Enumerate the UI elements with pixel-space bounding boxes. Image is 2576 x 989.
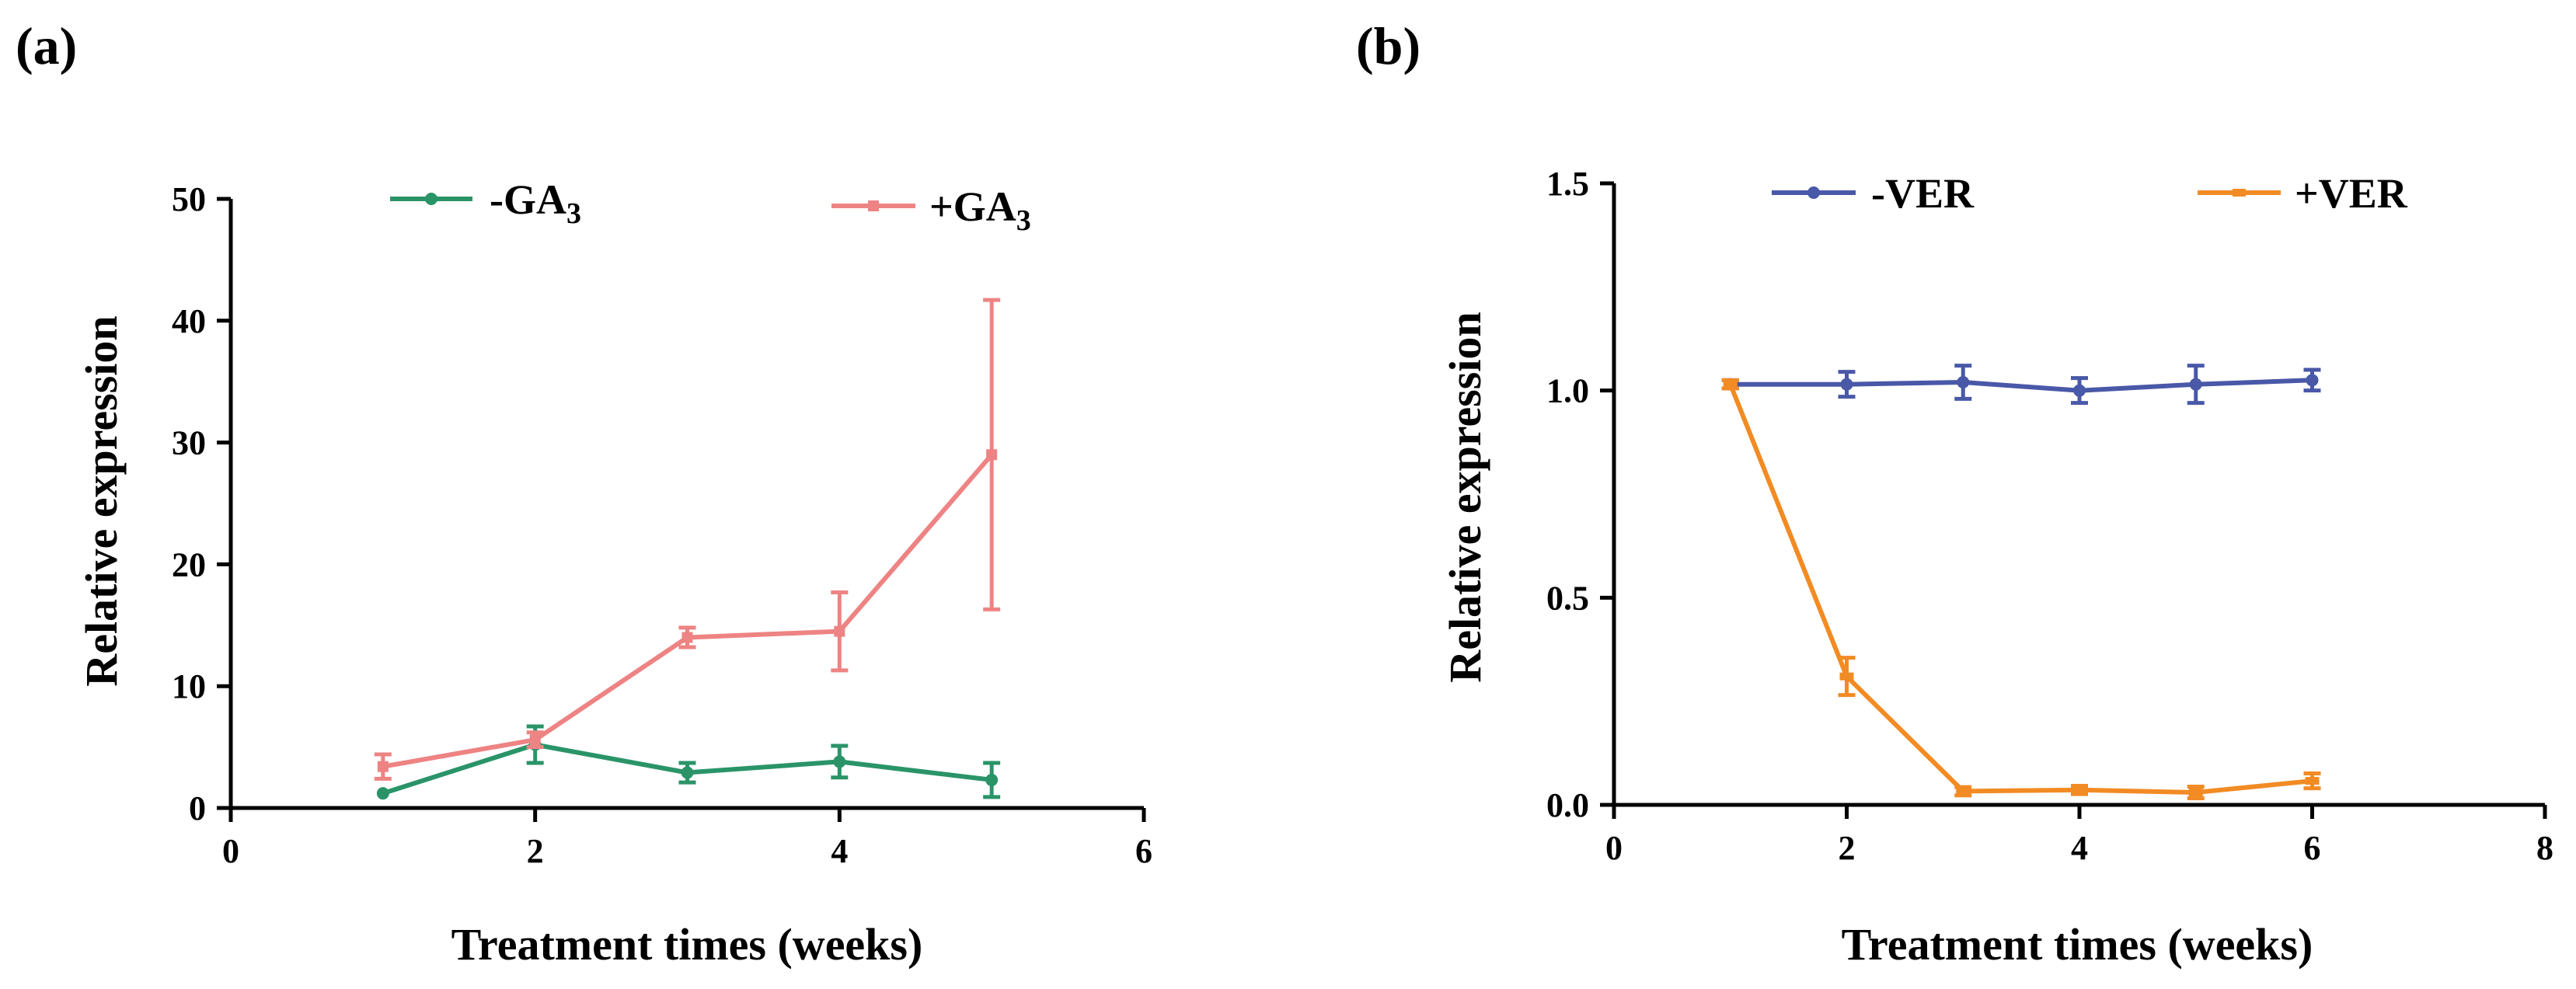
data-point [1840, 378, 1853, 391]
panel-a-ytick-label: 40 [172, 302, 206, 340]
panel-a-xtick-label: 6 [1135, 832, 1152, 870]
panel-a-xtick-label: 2 [527, 832, 544, 870]
series-minus-ver [1721, 364, 2321, 406]
panel-b-xtick-label: 4 [2071, 829, 2088, 867]
legend-label-plus-ga3: +GA3 [929, 183, 1031, 237]
series-plusminus-ga3 [374, 298, 1001, 781]
panel-a: (a) Relative expression Treatment times … [16, 16, 1152, 970]
panel-b-xtick-label: 0 [1605, 829, 1623, 867]
panel-b-ticks: 0 2 4 6 8 0.0 0.5 1.0 1.5 [1546, 165, 2553, 867]
panel-a-series [374, 298, 1001, 800]
data-point [681, 766, 694, 779]
panel-a-ytick-label: 20 [172, 545, 206, 583]
panel-b-ylabel: Relative expression [1440, 312, 1490, 682]
data-point [2305, 777, 2320, 785]
data-point [376, 787, 389, 800]
panel-b-xtick-label: 8 [2536, 829, 2553, 867]
panel-b-legend: -VER +VER [1772, 170, 2408, 217]
legend-marker-minus-ver [1807, 186, 1820, 199]
panel-b-ytick-label: 0.5 [1546, 579, 1589, 617]
data-point [1723, 380, 1738, 388]
panel-a-ytick-label: 30 [172, 424, 206, 462]
panel-b: (b) Relative expression Treatment times … [1356, 16, 2553, 970]
panel-b-xtick-label: 2 [1839, 829, 1856, 867]
data-point [1839, 672, 1854, 681]
legend-label-plus-ver: +VER [2295, 170, 2408, 217]
panel-b-xtick-label: 6 [2304, 829, 2321, 867]
data-point [2073, 384, 2086, 397]
panel-a-xtick-label: 4 [831, 832, 848, 870]
data-point [986, 449, 998, 461]
panel-a-legend: -GA3 +GA3 [390, 176, 1031, 237]
series-plusminus-ver [1721, 378, 2321, 800]
legend-label-minus-ga3: -GA3 [490, 176, 581, 230]
panel-b-xlabel: Treatment times (weeks) [1842, 919, 2313, 970]
data-point [1957, 376, 1970, 388]
series-line-plusminus-ga3 [382, 453, 994, 769]
panel-a-ytick-label: 50 [172, 180, 206, 218]
data-point [2072, 785, 2086, 794]
panel-a-xtick-label: 0 [222, 832, 239, 870]
data-point [985, 773, 999, 786]
panel-b-ytick-label: 0.0 [1546, 786, 1589, 824]
data-point [2189, 378, 2202, 391]
data-point [833, 755, 846, 768]
panel-b-ytick-label: 1.5 [1546, 165, 1589, 203]
panel-a-ylabel: Relative expression [76, 315, 127, 686]
data-point [681, 632, 693, 643]
series-line-minus-ver [1730, 378, 2313, 393]
panel-a-ticks: 0 2 4 6 0 10 20 30 40 50 [172, 180, 1152, 870]
data-point [2306, 374, 2319, 387]
data-point [2188, 789, 2203, 796]
data-point [529, 734, 541, 746]
data-point [834, 625, 845, 637]
panel-b-label: (b) [1356, 16, 1420, 75]
data-point [377, 761, 389, 772]
panel-a-xlabel: Treatment times (weeks) [451, 919, 923, 970]
data-point [1956, 787, 1971, 796]
panel-a-label: (a) [16, 16, 77, 75]
panel-b-series [1721, 364, 2321, 800]
series-line-plusminus-ver [1728, 383, 2313, 795]
panel-a-ytick-label: 10 [172, 667, 206, 705]
legend-marker-minus-ga3 [425, 193, 437, 205]
legend-label-minus-ver: -VER [1871, 170, 1975, 217]
legend-marker-plus-ga3 [868, 200, 879, 211]
panel-a-ytick-label: 0 [189, 789, 206, 827]
series-minus-ga3 [376, 724, 1001, 800]
panel-b-ytick-label: 1.0 [1546, 372, 1589, 410]
